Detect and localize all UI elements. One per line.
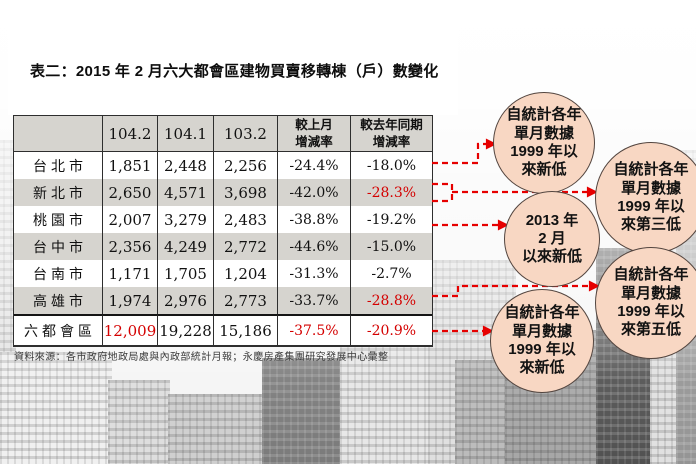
row-kaohsiung-name: 高雄市 [14, 287, 103, 314]
callout-line: 來新低 [521, 161, 567, 179]
row-taoyuan-v1: 2,007 [103, 206, 158, 233]
building-shape [108, 380, 170, 464]
callout-line: 單月數據 [620, 284, 681, 302]
callout-line: 2013 年 [525, 211, 579, 229]
table-header-yoy: 較去年同期 增減率 [351, 116, 432, 152]
table-header-mom: 較上月 增減率 [278, 116, 351, 152]
row-taoyuan-mom: -38.8% [278, 206, 351, 233]
callout-line: 單月數據 [620, 179, 681, 197]
title-panel [8, 25, 458, 115]
callout-line: 單月數據 [513, 124, 574, 142]
row-tainan-mom: -31.3% [278, 260, 351, 287]
row-kaohsiung-v3: 2,773 [214, 287, 278, 314]
callout-line: 自統計各年 [613, 266, 689, 284]
callout-line: 來新低 [519, 359, 565, 377]
dashed-arrow-taipei [432, 138, 497, 165]
row-kaohsiung-v1: 1,974 [103, 287, 158, 314]
source-note: 資料來源：各市政府地政局處與內政部統計月報；永慶房產集團研究發展中心彙整 [14, 352, 389, 363]
row-kaohsiung-mom: -33.7% [278, 287, 351, 314]
row-total-yoy: -20.9% [351, 314, 432, 345]
row-tainan-yoy: -2.7% [371, 265, 412, 282]
table-header-empty [14, 116, 103, 152]
row-taichung-v1: 2,356 [103, 233, 158, 260]
row-tainan-v2: 1,705 [158, 260, 214, 287]
callout-line: 1999 年以 [510, 143, 578, 160]
row-taichung-v3: 2,772 [214, 233, 278, 260]
row-taipei-v1: 1,851 [103, 152, 158, 179]
row-taichung-mom: -44.6% [278, 233, 351, 260]
callout-bubble-taoyuan: 2013 年 2 月 以來新低 [504, 191, 600, 287]
building-shape [262, 358, 348, 464]
callout-line: 以來新低 [521, 248, 582, 266]
row-total-mom: -37.5% [278, 314, 351, 345]
row-tainan-v3: 1,204 [214, 260, 278, 287]
building-shape [168, 394, 266, 464]
row-kaohsiung-yoy: -28.8% [351, 287, 432, 314]
table-header-103-2: 103.2 [214, 116, 278, 152]
callout-line: 自統計各年 [506, 106, 582, 124]
row-taichung-v2: 4,249 [158, 233, 214, 260]
row-taipei-mom: -24.4% [278, 152, 351, 179]
callout-bubble-kaohsiung: 自統計各年 單月數據 1999 年以 來第五低 [595, 247, 696, 359]
row-taipei-v3: 2,256 [214, 152, 278, 179]
row-taoyuan-name: 桃園市 [14, 206, 103, 233]
callout-bubble-newtaipei: 自統計各年 單月數據 1999 年以 來第三低 [595, 142, 696, 254]
callout-bubble-taipei: 自統計各年 單月數據 1999 年以 來新低 [493, 92, 595, 194]
row-newtaipei-yoy: -28.3% [351, 179, 432, 206]
row-taipei-name: 台北市 [14, 152, 103, 179]
callout-line: 來第五低 [620, 321, 681, 339]
row-tainan-name: 台南市 [14, 260, 103, 287]
table-header-104-2: 104.2 [103, 116, 158, 152]
row-newtaipei-mom: -42.0% [278, 179, 351, 206]
row-total-name: 六都會區 [14, 314, 103, 345]
page-title: 表二：2015 年 2 月六大都會區建物買賣移轉棟（戶）數變化 [30, 63, 439, 80]
row-taipei-v2: 2,448 [158, 152, 214, 179]
callout-line: 自統計各年 [504, 304, 580, 322]
row-taipei-yoy: -18.0% [366, 157, 417, 174]
building-shape [0, 352, 112, 464]
callout-line: 1999 年以 [617, 303, 685, 320]
row-total-v2: 19,228 [158, 314, 214, 345]
row-newtaipei-name: 新北市 [14, 179, 103, 206]
row-kaohsiung-v2: 2,976 [158, 287, 214, 314]
callout-bubble-total: 自統計各年 單月數據 1999 年以 來新低 [490, 289, 594, 393]
callout-line: 1999 年以 [508, 341, 576, 358]
dashed-arrow-newtaipei-bracket [432, 182, 454, 203]
row-newtaipei-v2: 4,571 [158, 179, 214, 206]
row-taoyuan-v3: 2,483 [214, 206, 278, 233]
callout-line: 來第三低 [620, 216, 681, 234]
row-total-v1: 12,009 [103, 314, 158, 345]
callout-line: 2 月 [538, 229, 566, 247]
row-taoyuan-yoy: -19.2% [366, 211, 417, 228]
row-taoyuan-v2: 3,279 [158, 206, 214, 233]
transfer-table: 104.2 104.1 103.2 較上月 增減率 較去年同期 增減率 台北市 … [13, 115, 433, 347]
callout-line: 單月數據 [511, 322, 572, 340]
row-tainan-v1: 1,171 [103, 260, 158, 287]
table-header-104-1: 104.1 [158, 116, 214, 152]
callout-line: 1999 年以 [617, 198, 685, 215]
callout-line: 自統計各年 [613, 161, 689, 179]
row-total-v3: 15,186 [214, 314, 278, 345]
row-taichung-name: 台中市 [14, 233, 103, 260]
row-taichung-yoy: -15.0% [351, 233, 432, 260]
row-newtaipei-v3: 3,698 [214, 179, 278, 206]
row-newtaipei-v1: 2,650 [103, 179, 158, 206]
